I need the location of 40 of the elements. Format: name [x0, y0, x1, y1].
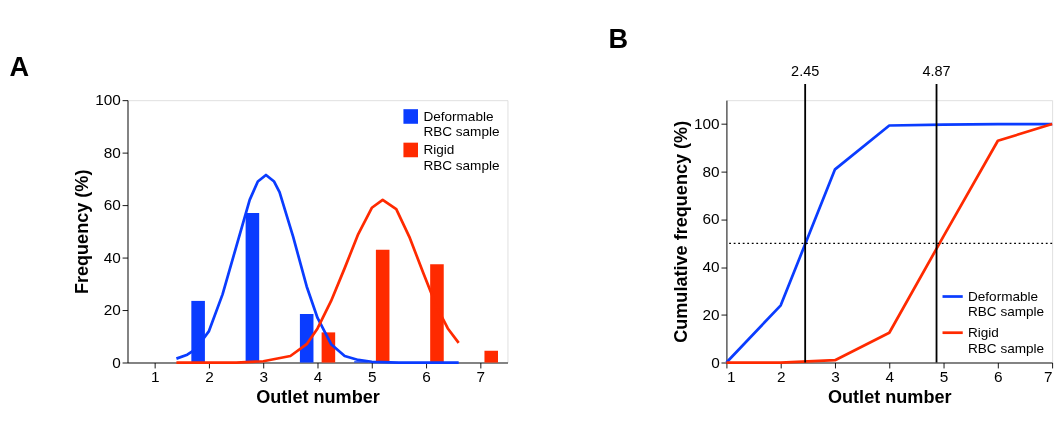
x-tick-label: 5: [368, 368, 377, 386]
legend-label: Rigid RBC sample: [968, 325, 1045, 356]
x-tick-label: 4: [885, 368, 895, 386]
x-tick-label: 5: [939, 368, 949, 386]
x-tick-label: 7: [1044, 368, 1053, 386]
y-axis-title: Frequency (%): [71, 169, 92, 295]
y-axis-title: Cumulative frequency (%): [670, 120, 691, 343]
y-tick-label: 40: [702, 258, 720, 276]
y-tick-label: 40: [103, 248, 121, 266]
y-tick-label: 0: [711, 353, 720, 371]
x-tick-label: 3: [259, 368, 268, 386]
legend-label: Deformable RBC sample: [968, 289, 1045, 320]
chart-title: A: [9, 50, 30, 82]
ref-line-label: 2.45: [791, 62, 820, 79]
bar: [375, 249, 390, 363]
chart-title: B: [608, 22, 629, 54]
bar: [484, 350, 499, 363]
x-axis-title: Outlet number: [256, 386, 380, 407]
y-tick-label: 20: [103, 301, 121, 319]
y-tick-label: 80: [103, 143, 121, 161]
y-tick-label: 100: [95, 91, 121, 109]
x-tick-label: 7: [476, 368, 486, 386]
x-tick-label: 1: [150, 368, 160, 386]
legend-label: Rigid RBC sample: [423, 142, 500, 173]
x-tick-label: 6: [994, 368, 1003, 386]
ref-line-label: 4.87: [922, 62, 951, 79]
x-axis-title: Outlet number: [827, 386, 952, 407]
y-tick-label: 0: [112, 353, 121, 371]
x-tick-label: 6: [422, 368, 431, 386]
legend-label: Deformable RBC sample: [423, 109, 500, 140]
x-tick-label: 2: [205, 368, 214, 386]
x-tick-label: 1: [726, 368, 736, 386]
x-tick-label: 4: [313, 368, 323, 386]
y-tick-label: 80: [702, 162, 720, 180]
y-tick-label: 100: [694, 115, 720, 133]
x-tick-label: 3: [831, 368, 840, 386]
x-tick-label: 2: [776, 368, 786, 386]
y-tick-label: 20: [702, 305, 720, 323]
y-tick-label: 60: [103, 196, 121, 214]
y-tick-label: 60: [702, 210, 720, 228]
